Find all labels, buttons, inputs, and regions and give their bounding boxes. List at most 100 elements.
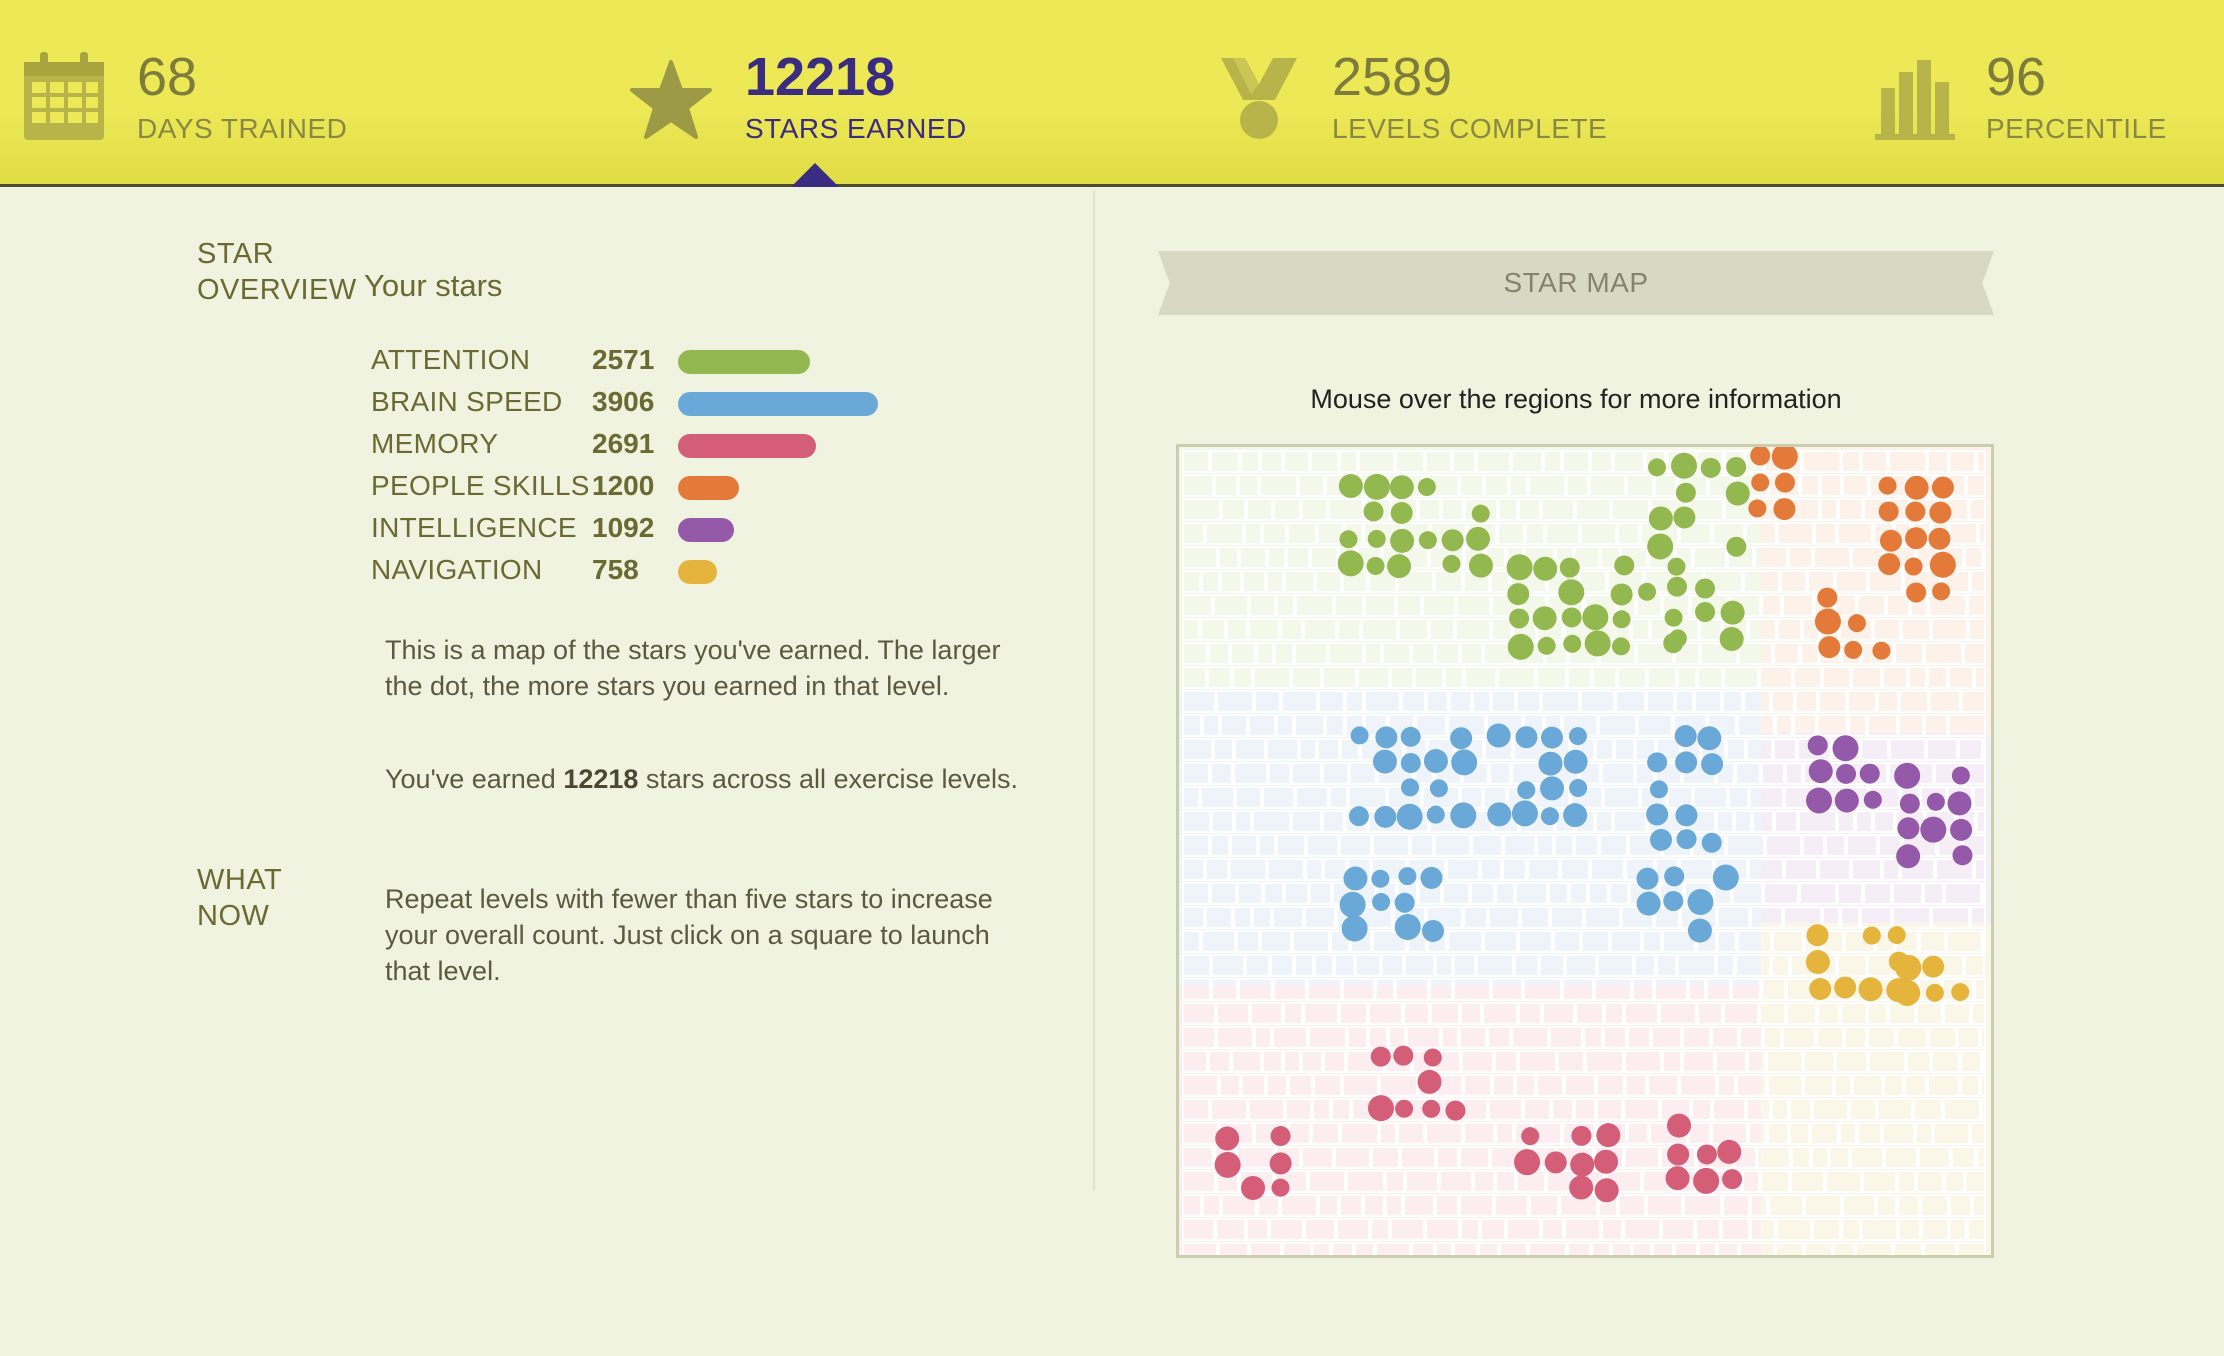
map-cell [1456, 594, 1491, 617]
star-dot [1700, 457, 1721, 478]
map-cell [1798, 810, 1837, 833]
category-brain-speed[interactable]: BRAIN SPEED 3906 [371, 382, 971, 424]
map-cell [1624, 1050, 1662, 1073]
map-cell [1625, 1074, 1647, 1097]
map-cell [1506, 1218, 1541, 1241]
map-cell [1926, 738, 1958, 761]
map-cell [1491, 978, 1523, 1001]
star-dot [1363, 473, 1390, 500]
map-cell [1656, 738, 1681, 761]
map-cell [1654, 978, 1688, 1001]
category-value: 2571 [592, 344, 655, 375]
map-cell [1334, 1146, 1371, 1169]
map-cell [1230, 642, 1256, 665]
star-dot [1533, 556, 1558, 581]
category-attention[interactable]: ATTENTION 2571 [371, 340, 971, 382]
map-cell [1820, 474, 1842, 497]
map-cell [1750, 906, 1783, 929]
category-navigation[interactable]: NAVIGATION 758 [371, 550, 971, 592]
map-cell [1182, 522, 1205, 545]
map-cell [1216, 690, 1254, 713]
star-dot [1878, 553, 1901, 576]
map-cell [1967, 594, 1986, 617]
category-memory[interactable]: MEMORY 2691 [371, 424, 971, 466]
map-cell [1358, 450, 1395, 473]
map-cell [1928, 594, 1967, 617]
stat-levels-complete[interactable]: 2589 LEVELS COMPLETE [1215, 0, 1635, 184]
map-cell [1822, 906, 1840, 929]
stat-stars-earned[interactable]: 12218 STARS EARNED [630, 0, 970, 184]
map-cell [1636, 642, 1674, 665]
map-cell [1851, 666, 1882, 689]
map-cell [1603, 1026, 1627, 1049]
map-cell [1810, 1122, 1839, 1145]
map-cell [1539, 954, 1565, 977]
star-dot [1805, 950, 1830, 975]
map-cell [1855, 810, 1873, 833]
map-cell [1564, 1074, 1596, 1097]
map-cell [1210, 762, 1233, 785]
map-cell [1405, 1170, 1439, 1193]
map-cell [1488, 906, 1520, 929]
map-cell [1337, 618, 1361, 641]
map-cell [1735, 762, 1761, 785]
star-dot [1695, 578, 1716, 599]
map-cell [1793, 666, 1822, 689]
map-cell [1435, 642, 1460, 665]
levels-complete-label: LEVELS COMPLETE [1332, 113, 1608, 144]
map-cell [1221, 1194, 1257, 1217]
map-cell [1310, 450, 1339, 473]
category-intelligence[interactable]: INTELLIGENCE 1092 [371, 508, 971, 550]
map-cell [1679, 1074, 1717, 1097]
star-map[interactable] [1176, 444, 1994, 1258]
map-cell [1236, 930, 1260, 953]
map-cell [1817, 1002, 1840, 1025]
map-cell [1415, 714, 1447, 737]
star-dot [1422, 1099, 1441, 1118]
map-cell [1334, 594, 1364, 617]
map-cell [1851, 858, 1882, 881]
star-dot [1389, 475, 1414, 500]
map-cell [1971, 1002, 1986, 1025]
map-cell [1799, 882, 1837, 905]
map-cell [1309, 882, 1332, 905]
stat-days-trained[interactable]: 68 DAYS TRAINED [20, 0, 380, 184]
star-dot [1872, 641, 1891, 660]
star-dot [1338, 473, 1363, 498]
stat-percentile[interactable]: 96 PERCENTILE [1872, 0, 2202, 184]
map-cell [1182, 1218, 1215, 1241]
map-cell [1267, 858, 1305, 881]
star-dot [1375, 726, 1398, 749]
map-cell [1312, 1242, 1331, 1255]
map-cell [1771, 690, 1795, 713]
map-cell [1974, 978, 1986, 1001]
map-cell [1250, 1002, 1283, 1025]
star-dot [1558, 579, 1585, 606]
map-cell [1291, 810, 1322, 833]
map-cell [1575, 498, 1611, 521]
star-dot [1636, 867, 1659, 890]
map-cell [1241, 1074, 1266, 1097]
map-cell [1812, 1098, 1849, 1121]
star-dot [1863, 790, 1882, 809]
map-cell [1322, 762, 1349, 785]
star-dot [1750, 447, 1771, 466]
map-cell [1449, 690, 1472, 713]
stars-earned-value: 12218 [745, 47, 896, 107]
map-cell [1518, 930, 1553, 953]
map-cell [1562, 450, 1590, 473]
star-dot [1514, 1149, 1541, 1176]
star-dot [1646, 803, 1669, 826]
map-cell [1913, 1098, 1943, 1121]
star-dot [1429, 779, 1448, 798]
map-cell [1461, 1050, 1494, 1073]
category-people-skills[interactable]: PEOPLE SKILLS 1200 [371, 466, 971, 508]
map-cell [1207, 666, 1232, 689]
map-cell [1888, 1002, 1916, 1025]
star-dot [1366, 556, 1385, 575]
map-cell [1283, 1002, 1303, 1025]
map-cell [1584, 906, 1621, 929]
map-cell [1877, 1098, 1913, 1121]
map-cell [1414, 762, 1434, 785]
map-cell [1460, 1002, 1482, 1025]
